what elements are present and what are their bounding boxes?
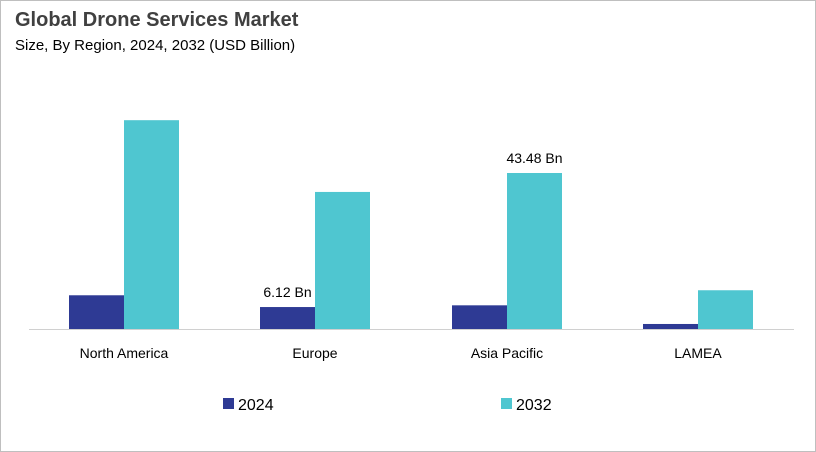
x-tick-label: North America bbox=[80, 345, 169, 361]
legend-label-2024: 2024 bbox=[238, 397, 274, 414]
x-tick-label: LAMEA bbox=[674, 345, 722, 361]
x-tick-label: Europe bbox=[292, 345, 337, 361]
bar-2032-lamea bbox=[698, 290, 753, 329]
bar-2032-north-america bbox=[124, 120, 179, 329]
chart-title: Global Drone Services Market bbox=[15, 9, 299, 31]
data-label: 6.12 Bn bbox=[263, 284, 311, 300]
chart-subtitle: Size, By Region, 2024, 2032 (USD Billion… bbox=[15, 37, 296, 54]
bar-2024-asia-pacific bbox=[452, 305, 507, 329]
bar-2032-europe bbox=[315, 191, 370, 329]
bar-2024-europe bbox=[260, 307, 315, 329]
bar-2032-asia-pacific bbox=[507, 173, 562, 329]
x-tick-label: Asia Pacific bbox=[471, 345, 543, 361]
legend-swatch-2024 bbox=[223, 398, 234, 409]
data-label: 43.48 Bn bbox=[506, 150, 562, 166]
bar-2024-north-america bbox=[69, 295, 124, 329]
legend-label-2032: 2032 bbox=[516, 397, 552, 414]
legend-swatch-2032 bbox=[501, 398, 512, 409]
bar-2024-lamea bbox=[643, 323, 698, 329]
